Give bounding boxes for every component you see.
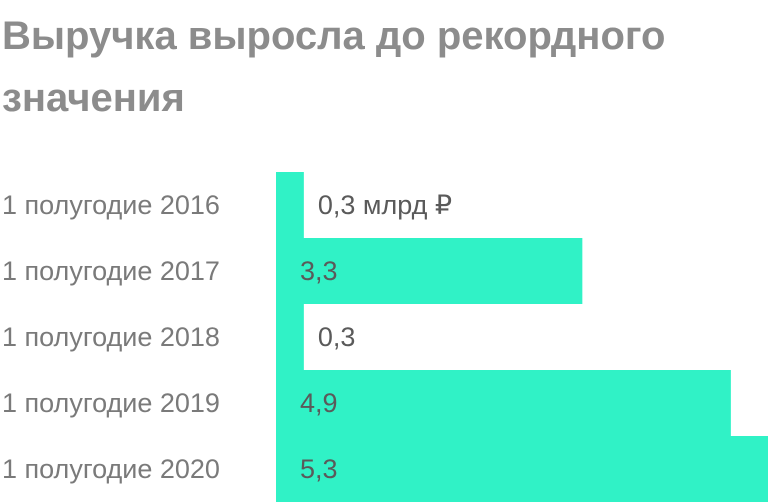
category-label: 1 полугодие 2017 (2, 256, 220, 286)
bar (276, 304, 304, 370)
category-label: 1 полугодие 2019 (2, 388, 220, 418)
value-label: 3,3 (300, 256, 338, 286)
category-label: 1 полугодие 2016 (2, 190, 220, 220)
value-label: 0,3 (318, 322, 356, 352)
value-label: 0,3 млрд ₽ (318, 190, 452, 220)
bar (276, 238, 583, 304)
chart-title: Выручка выросла до рекордного значения (2, 14, 665, 120)
value-label: 4,9 (300, 388, 338, 418)
bar (276, 370, 731, 436)
category-label: 1 полугодие 2020 (2, 454, 220, 484)
bar (276, 436, 768, 502)
category-label: 1 полугодие 2018 (2, 322, 220, 352)
bar (276, 172, 304, 238)
value-label: 5,3 (300, 454, 338, 484)
